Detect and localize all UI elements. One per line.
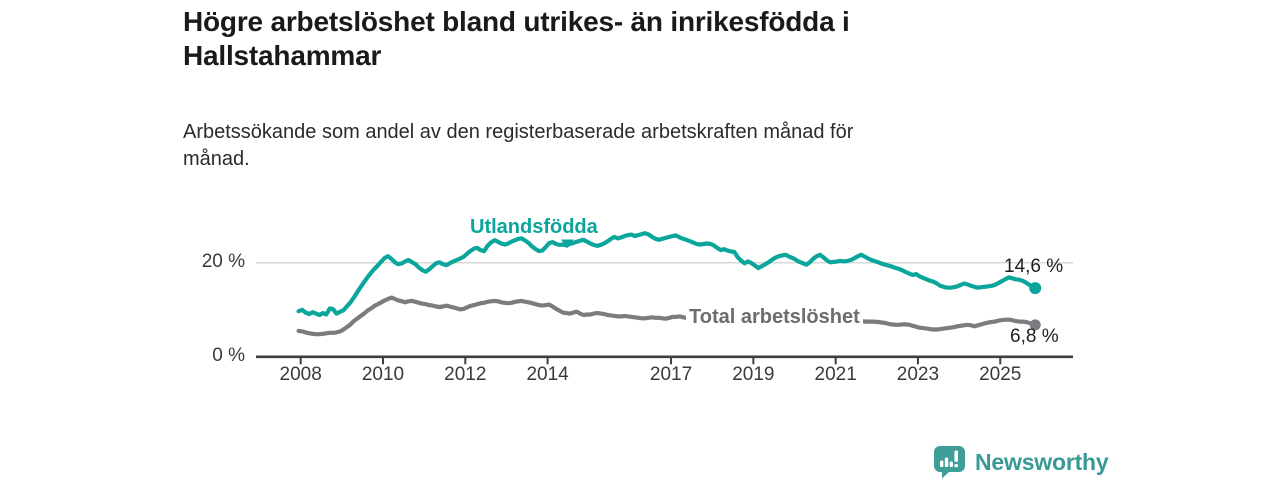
series-label-total-arbetsloshet: Total arbetslöshet bbox=[686, 305, 863, 330]
x-tick-label-2014: 2014 bbox=[526, 364, 569, 385]
series-label-utlandsfodda: Utlandsfödda bbox=[470, 216, 598, 238]
bar-chart-icon bbox=[940, 450, 958, 468]
end-value-label-utlandsfodda: 14,6 % bbox=[1004, 256, 1064, 277]
x-tick-label-2012: 2012 bbox=[444, 364, 487, 385]
series-label-arrow-icon bbox=[561, 239, 574, 248]
chart-title-line-2: Hallstahammar bbox=[183, 40, 382, 71]
x-tick-label-2025: 2025 bbox=[979, 364, 1022, 385]
x-tick-label-2017: 2017 bbox=[649, 364, 693, 385]
newsworthy-wordmark: Newsworthy bbox=[975, 448, 1109, 475]
line-chart-svg bbox=[256, 231, 1073, 365]
chart-subtitle-line-2: månad. bbox=[183, 148, 250, 170]
x-tick-label-2023: 2023 bbox=[896, 364, 940, 385]
chart-subtitle: Arbetssökande som andel av den registerb… bbox=[183, 119, 1083, 173]
series-line-utlandsf-dda bbox=[296, 231, 1038, 318]
chart-title: Högre arbetslöshet bland utrikes- än inr… bbox=[183, 5, 1083, 73]
x-tick-label-2021: 2021 bbox=[814, 364, 857, 385]
series-line-total-arbetsl-shet bbox=[296, 295, 1038, 337]
newsworthy-logo-icon bbox=[934, 446, 965, 479]
y-tick-label-0: 0 % bbox=[212, 344, 245, 366]
y-tick-label-20: 20 % bbox=[201, 250, 245, 272]
chart-subtitle-line-1: Arbetssökande som andel av den registerb… bbox=[183, 121, 854, 143]
chart-title-line-1: Högre arbetslöshet bland utrikes- än inr… bbox=[183, 6, 850, 37]
series-end-dot-total-arbetsl-shet bbox=[1029, 319, 1041, 331]
newsworthy-logo: Newsworthy bbox=[933, 445, 1109, 479]
end-value-label-total: 6,8 % bbox=[1010, 326, 1059, 347]
x-tick-label-2010: 2010 bbox=[361, 364, 405, 385]
x-tick-label-2019: 2019 bbox=[732, 364, 775, 385]
x-tick-label-2008: 2008 bbox=[279, 364, 322, 385]
series-end-dot-utlandsf-dda bbox=[1029, 282, 1042, 295]
